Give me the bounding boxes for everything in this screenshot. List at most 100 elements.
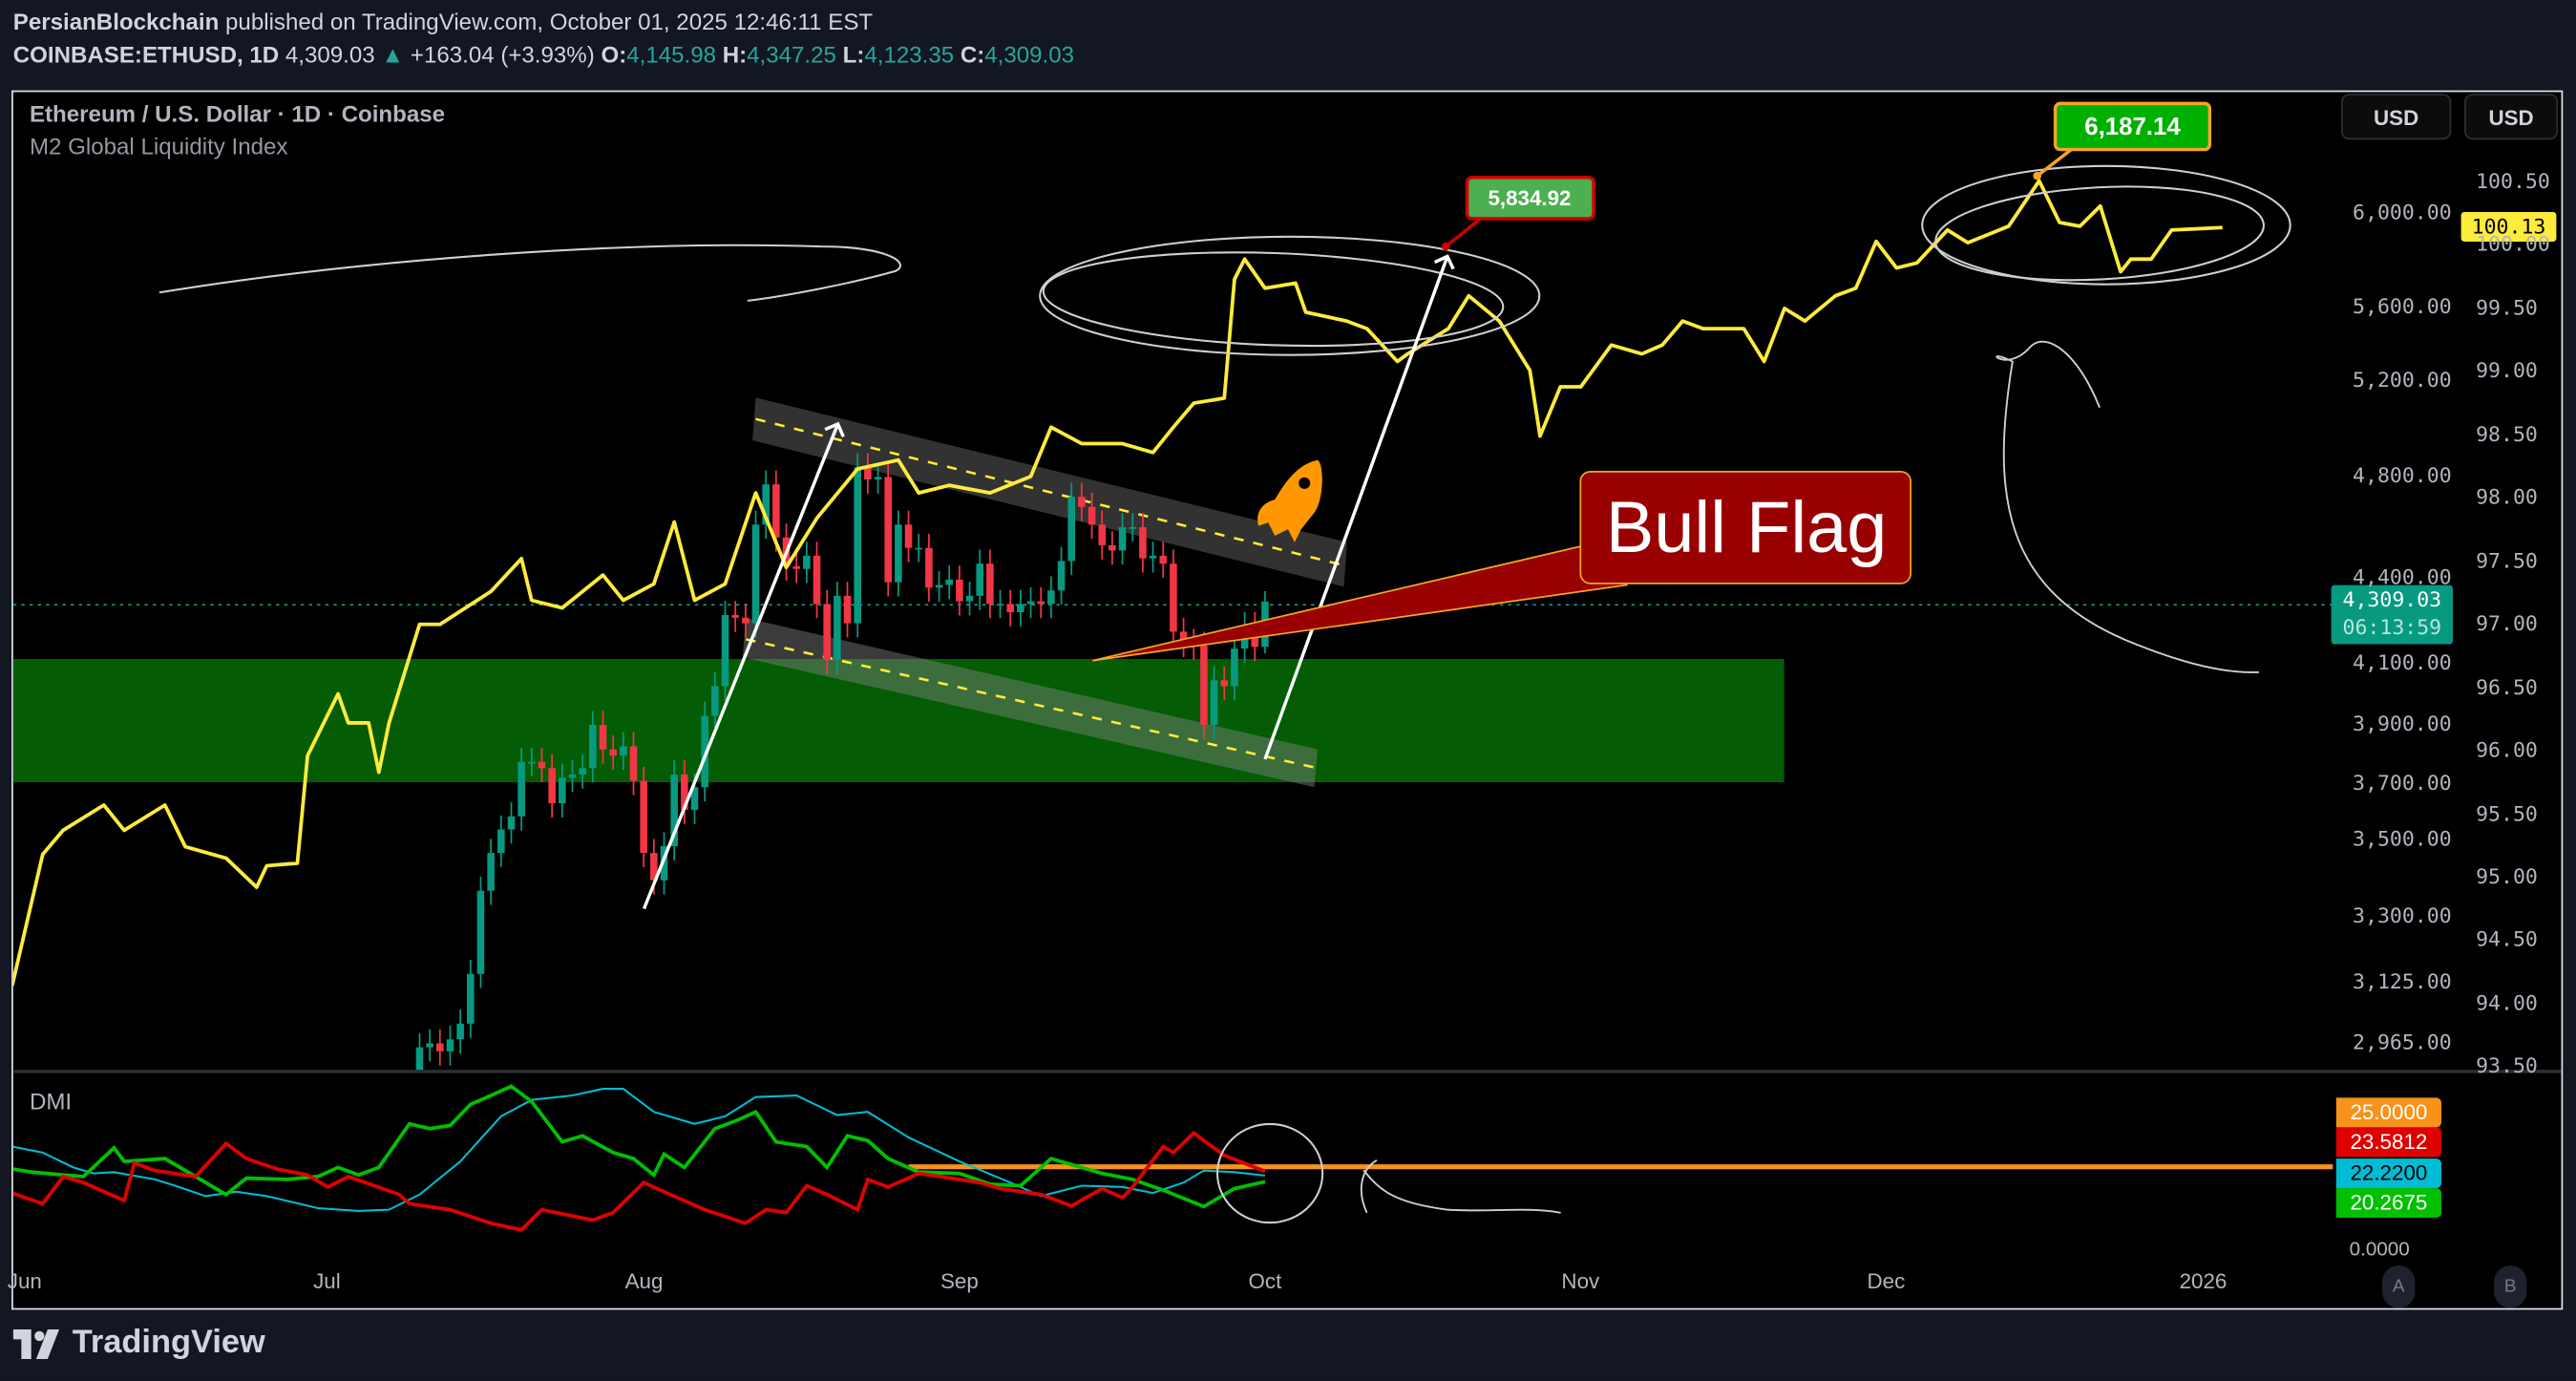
- adx-line[interactable]: [12, 1088, 1266, 1212]
- candle-body[interactable]: [935, 584, 943, 588]
- candle-body[interactable]: [1220, 680, 1229, 687]
- candle-body[interactable]: [548, 768, 556, 804]
- candle-body[interactable]: [1098, 524, 1107, 545]
- candle-body[interactable]: [690, 787, 699, 810]
- candle-body[interactable]: [864, 467, 872, 480]
- candle-body[interactable]: [406, 1121, 413, 1191]
- dmi-highlight-circle[interactable]: [1216, 1122, 1324, 1224]
- candle-body[interactable]: [823, 604, 831, 661]
- candle-body[interactable]: [762, 484, 770, 525]
- currency-button-left[interactable]: USD: [2340, 94, 2452, 140]
- candle-body[interactable]: [1179, 631, 1188, 644]
- candle-body[interactable]: [620, 746, 627, 756]
- candle-body[interactable]: [1210, 680, 1218, 726]
- candle-body[interactable]: [476, 890, 485, 974]
- currency-button-right[interactable]: USD: [2464, 94, 2559, 140]
- projection-arrow[interactable]: [1263, 254, 1455, 760]
- highlight-ellipse-2[interactable]: [1921, 164, 2291, 286]
- candle-body[interactable]: [426, 1043, 433, 1048]
- candle-body[interactable]: [1159, 555, 1168, 564]
- candle-body[interactable]: [415, 1047, 424, 1122]
- channel-lower-band[interactable]: [742, 617, 1319, 788]
- candle-body[interactable]: [528, 761, 536, 764]
- candle-body[interactable]: [792, 565, 800, 569]
- plus-di-line[interactable]: [12, 1084, 1266, 1209]
- candle-body[interactable]: [803, 555, 811, 569]
- candle-body[interactable]: [1109, 544, 1116, 551]
- impulse-arrow-1[interactable]: [642, 421, 845, 910]
- candle-body[interactable]: [874, 477, 882, 480]
- candle-body[interactable]: [436, 1043, 444, 1052]
- candle-body[interactable]: [751, 524, 760, 624]
- candle-body[interactable]: [589, 725, 597, 769]
- tradingview-logo[interactable]: TradingView: [12, 1325, 265, 1363]
- m2-line[interactable]: [12, 179, 2223, 987]
- candle-body[interactable]: [640, 780, 647, 854]
- candle-body[interactable]: [579, 768, 586, 775]
- candle-body[interactable]: [925, 547, 933, 588]
- candle-body[interactable]: [834, 595, 841, 661]
- target-label-1[interactable]: 5,834.92: [1441, 176, 1595, 251]
- freehand-arrow-left[interactable]: [158, 244, 901, 302]
- candle-body[interactable]: [1170, 563, 1177, 632]
- candle-body[interactable]: [986, 563, 994, 605]
- chart-title[interactable]: Ethereum / U.S. Dollar · 1D · Coinbase: [29, 99, 446, 127]
- candle-body[interactable]: [456, 1023, 464, 1040]
- author-name[interactable]: PersianBlockchain: [12, 8, 220, 35]
- candle-body[interactable]: [650, 853, 658, 881]
- candle-body[interactable]: [965, 595, 974, 602]
- candle-body[interactable]: [1078, 497, 1086, 507]
- candle-body[interactable]: [517, 761, 525, 817]
- minus-di-line[interactable]: [12, 1130, 1266, 1232]
- scale-b-button[interactable]: B: [2494, 1264, 2527, 1308]
- candle-body[interactable]: [976, 563, 984, 596]
- candle-body[interactable]: [1231, 648, 1238, 687]
- candle-body[interactable]: [945, 579, 954, 585]
- candle-body[interactable]: [507, 816, 516, 830]
- candle-body[interactable]: [1118, 527, 1127, 551]
- candle-body[interactable]: [599, 725, 607, 750]
- candle-body[interactable]: [1200, 646, 1208, 726]
- candle-body[interactable]: [609, 749, 617, 756]
- highlight-ellipse-1[interactable]: [1039, 235, 1541, 356]
- candle-body[interactable]: [1149, 555, 1157, 559]
- bull-flag-callout[interactable]: Bull Flag: [1092, 470, 1912, 662]
- candle-body[interactable]: [884, 477, 892, 583]
- candle-body[interactable]: [497, 829, 505, 854]
- dmi-label[interactable]: DMI: [29, 1088, 73, 1115]
- candle-body[interactable]: [487, 853, 495, 891]
- candle-body[interactable]: [813, 555, 821, 605]
- candle-body[interactable]: [772, 484, 780, 538]
- candle-body[interactable]: [1026, 601, 1035, 605]
- candle-body[interactable]: [538, 761, 546, 769]
- candle-body[interactable]: [895, 524, 902, 583]
- candle-body[interactable]: [467, 973, 475, 1024]
- candle-body[interactable]: [660, 846, 668, 881]
- candle-body[interactable]: [559, 777, 566, 804]
- candle-body[interactable]: [956, 579, 963, 602]
- candle-body[interactable]: [629, 746, 638, 781]
- candle-body[interactable]: [568, 774, 577, 778]
- candle-body[interactable]: [843, 595, 852, 624]
- target-label-2[interactable]: 6,187.14: [2033, 101, 2212, 181]
- candle-body[interactable]: [1017, 604, 1024, 613]
- candle-body[interactable]: [854, 467, 861, 624]
- candle-body[interactable]: [1087, 506, 1096, 525]
- candle-body[interactable]: [446, 1039, 454, 1052]
- candle-body[interactable]: [721, 614, 729, 687]
- freehand-curve-right[interactable]: [1995, 340, 2260, 673]
- candle-body[interactable]: [1129, 527, 1137, 529]
- candle-body[interactable]: [915, 547, 923, 550]
- candle-body[interactable]: [1067, 497, 1076, 562]
- candle-body[interactable]: [731, 614, 739, 618]
- candle-body[interactable]: [1037, 601, 1045, 605]
- candle-body[interactable]: [1057, 561, 1066, 591]
- candle-body[interactable]: [670, 774, 678, 847]
- scale-a-button[interactable]: A: [2382, 1264, 2416, 1308]
- candle-body[interactable]: [681, 774, 688, 810]
- candle-body[interactable]: [1139, 527, 1147, 559]
- candle-body[interactable]: [904, 524, 913, 548]
- candle-body[interactable]: [711, 686, 719, 716]
- candle-body[interactable]: [1006, 604, 1015, 613]
